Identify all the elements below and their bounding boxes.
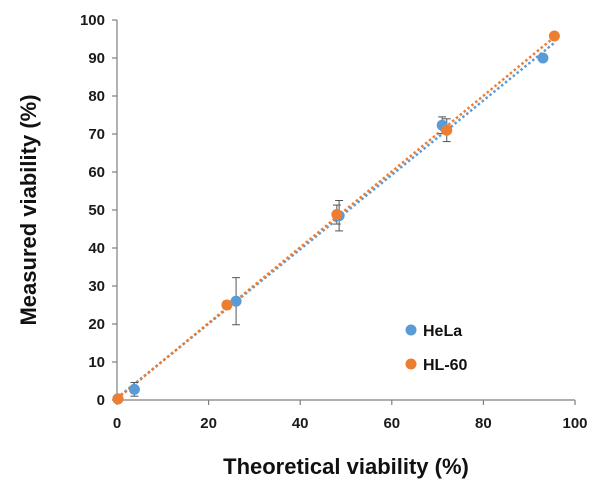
trendlines: [116, 36, 556, 400]
x-tick-label: 0: [113, 415, 121, 432]
trendline-hela: [116, 41, 556, 400]
legend-label-hl60: HL-60: [423, 357, 468, 374]
data-point-hl60: [112, 393, 124, 405]
x-ticks: 0 20 40 60 80 100: [113, 400, 588, 432]
y-tick-label: 90: [88, 50, 105, 67]
legend-marker-hela: [405, 324, 417, 336]
legend: HeLa HL-60: [405, 323, 468, 374]
x-tick-label: 20: [200, 415, 217, 432]
x-tick-label: 80: [475, 415, 492, 432]
data-point-hela: [230, 295, 242, 307]
y-tick-label: 70: [88, 126, 105, 143]
data-point-hl60: [548, 30, 560, 42]
data-points: [112, 30, 560, 405]
x-axis-title: Theoretical viability (%): [223, 454, 469, 479]
data-point-hl60: [221, 299, 233, 311]
y-axis-title: Measured viability (%): [16, 94, 41, 325]
y-tick-label: 20: [88, 316, 105, 333]
data-point-hl60: [331, 209, 343, 221]
y-tick-label: 0: [97, 392, 105, 409]
y-tick-label: 50: [88, 202, 105, 219]
y-tick-label: 40: [88, 240, 105, 257]
data-point-hela: [537, 52, 549, 64]
y-tick-label: 100: [80, 12, 105, 29]
legend-label-hela: HeLa: [423, 323, 462, 340]
data-point-hela: [128, 383, 140, 395]
x-tick-label: 60: [383, 415, 400, 432]
legend-marker-hl60: [405, 358, 417, 370]
x-tick-label: 40: [292, 415, 309, 432]
y-tick-label: 10: [88, 354, 105, 371]
y-tick-label: 60: [88, 164, 105, 181]
x-tick-label: 100: [562, 415, 587, 432]
y-tick-label: 80: [88, 88, 105, 105]
y-tick-label: 30: [88, 278, 105, 295]
y-ticks: 0 10 20 30 40 50 60 70 80 90 100: [80, 12, 117, 409]
data-point-hl60: [441, 124, 453, 136]
